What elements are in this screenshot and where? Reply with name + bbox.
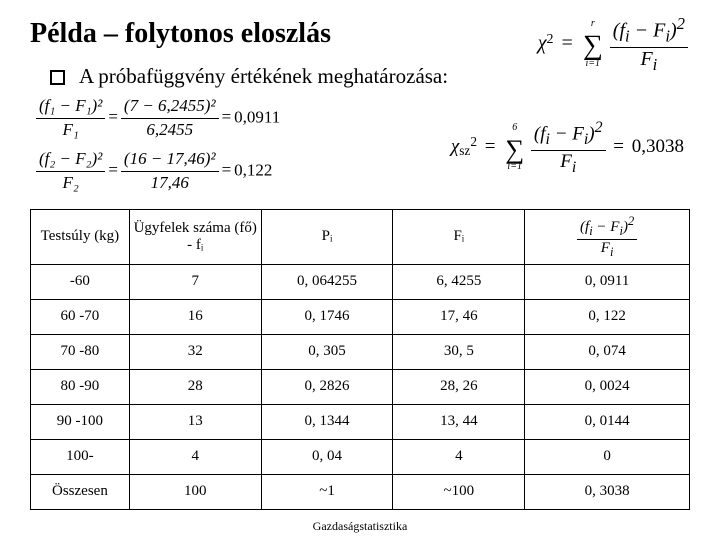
table-row: 60 -70160, 174617, 460, 122 (31, 299, 690, 334)
table-header: Testsúly (kg) (31, 209, 130, 264)
table-cell: 0, 1746 (261, 299, 393, 334)
table-header: Pᵢ (261, 209, 393, 264)
table-cell: 100- (31, 439, 130, 474)
table-row: 100-40, 0440 (31, 439, 690, 474)
table-cell: 0, 0911 (525, 264, 690, 299)
table-cell: -60 (31, 264, 130, 299)
formula-denominator: Fi (610, 48, 688, 75)
table-cell: 13, 44 (393, 404, 525, 439)
table-cell: ~100 (393, 474, 525, 509)
table-cell: 30, 5 (393, 334, 525, 369)
table-cell: 0, 064255 (261, 264, 393, 299)
table-cell: 0, 074 (525, 334, 690, 369)
table-cell: 32 (129, 334, 261, 369)
footer-text: Gazdaságstatisztika (0, 519, 720, 534)
data-table: Testsúly (kg)Ügyfelek száma (fő) - fᵢPᵢF… (30, 209, 690, 510)
worked-examples: (f₁ − F₁)²F₁=(7 − 6,2455)²6,2455=0,0911(… (36, 95, 280, 201)
table-row: -6070, 0642556, 42550, 0911 (31, 264, 690, 299)
bullet-icon (50, 70, 65, 85)
table-cell: 0, 3038 (525, 474, 690, 509)
table-cell: 17, 46 (393, 299, 525, 334)
table-cell: 100 (129, 474, 261, 509)
subtitle-text: A próbafüggvény értékének meghatározása: (79, 64, 448, 89)
table-cell: ~1 (261, 474, 393, 509)
formula-numerator: (fi − Fi)2 (610, 14, 688, 48)
table-cell: 0, 04 (261, 439, 393, 474)
table-cell: 0, 0144 (525, 404, 690, 439)
table-cell: 60 -70 (31, 299, 130, 334)
table-cell: 90 -100 (31, 404, 130, 439)
formula-block: (f₁ − F₁)²F₁=(7 − 6,2455)²6,2455=0,0911(… (30, 95, 690, 201)
table-header: Ügyfelek száma (fő) - fᵢ (129, 209, 261, 264)
table-row: 70 -80320, 30530, 50, 074 (31, 334, 690, 369)
table-cell: 80 -90 (31, 369, 130, 404)
table-cell: 0 (525, 439, 690, 474)
table-cell: 4 (393, 439, 525, 474)
table-cell: 0, 2826 (261, 369, 393, 404)
table-cell: 16 (129, 299, 261, 334)
table-cell: Összesen (31, 474, 130, 509)
table-cell: 0, 122 (525, 299, 690, 334)
table-cell: 0, 0024 (525, 369, 690, 404)
table-header: (fi − Fi)2Fi (525, 209, 690, 264)
table-cell: 7 (129, 264, 261, 299)
table-cell: 0, 1344 (261, 404, 393, 439)
table-cell: 28, 26 (393, 369, 525, 404)
table-cell: 70 -80 (31, 334, 130, 369)
chi-square-result-formula: χsz2 = 6 ∑ i=1 (fi − Fi)2 Fi = 0,3038 (451, 119, 684, 176)
table-cell: 0, 305 (261, 334, 393, 369)
table-cell: 28 (129, 369, 261, 404)
table-cell: 6, 4255 (393, 264, 525, 299)
table-row: 90 -100130, 134413, 440, 0144 (31, 404, 690, 439)
table-row: Összesen100~1~1000, 3038 (31, 474, 690, 509)
table-header: Fᵢ (393, 209, 525, 264)
chi-square-formula-header: χ2 = r ∑ i=1 (fi − Fi)2 Fi (538, 14, 688, 75)
table-row: 80 -90280, 282628, 260, 0024 (31, 369, 690, 404)
table-cell: 13 (129, 404, 261, 439)
table-cell: 4 (129, 439, 261, 474)
